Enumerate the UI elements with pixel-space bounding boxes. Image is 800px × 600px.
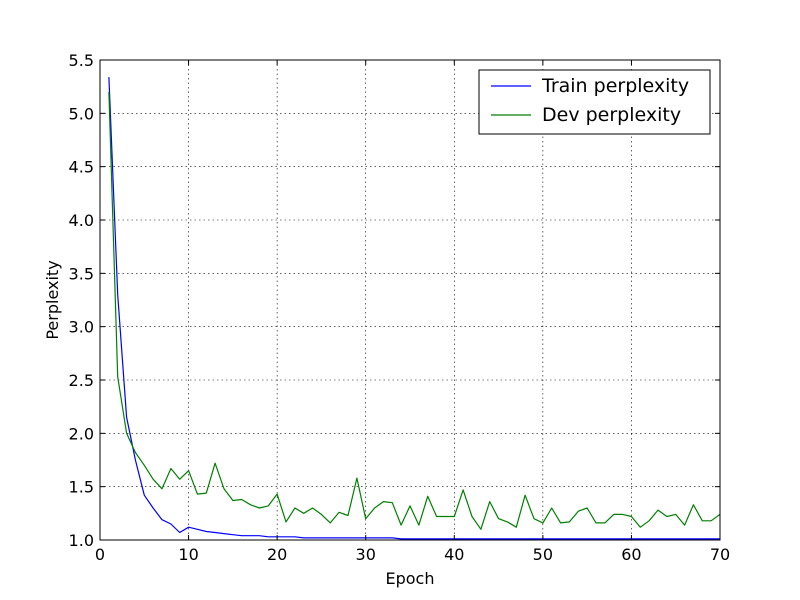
y-tick-label: 3.0 xyxy=(69,318,94,337)
ticks: 0 10 20 30 40 50 60 70 1.0 1.5 2.0 2.5 3.0 3.5 4.0 4.5 5… xyxy=(69,51,731,564)
x-tick-label: 60 xyxy=(621,545,641,564)
y-axis-label: Perplexity xyxy=(43,260,62,339)
plot-frame xyxy=(99,59,721,541)
x-tick-label: 40 xyxy=(444,545,464,564)
series-layer xyxy=(108,77,721,540)
y-tick-label: 3.5 xyxy=(69,264,94,283)
x-axis-label: Epoch xyxy=(386,569,435,588)
x-tick-label: 50 xyxy=(533,545,553,564)
y-tick-label: 4.0 xyxy=(69,211,94,230)
y-tick-label: 1.0 xyxy=(69,531,94,550)
series-line-dev xyxy=(108,91,721,530)
series-line-train xyxy=(108,77,720,540)
y-tick-label: 5.0 xyxy=(69,104,94,123)
x-tick-label: 20 xyxy=(267,545,287,564)
y-tick-label: 5.5 xyxy=(69,51,94,70)
legend: Train perplexity Dev perplexity xyxy=(478,69,711,135)
legend-box xyxy=(478,69,711,135)
y-tick-label: 2.5 xyxy=(69,371,94,390)
x-tick-label: 0 xyxy=(95,545,105,564)
y-tick-label: 2.0 xyxy=(69,424,94,443)
y-tick-label: 4.5 xyxy=(69,158,94,177)
x-tick-label: 10 xyxy=(178,545,198,564)
x-tick-label: 30 xyxy=(356,545,376,564)
legend-label-train: Train perplexity xyxy=(541,75,689,97)
legend-label-dev: Dev perplexity xyxy=(542,104,681,126)
y-tick-label: 1.5 xyxy=(69,478,94,497)
x-tick-label: 70 xyxy=(710,545,730,564)
